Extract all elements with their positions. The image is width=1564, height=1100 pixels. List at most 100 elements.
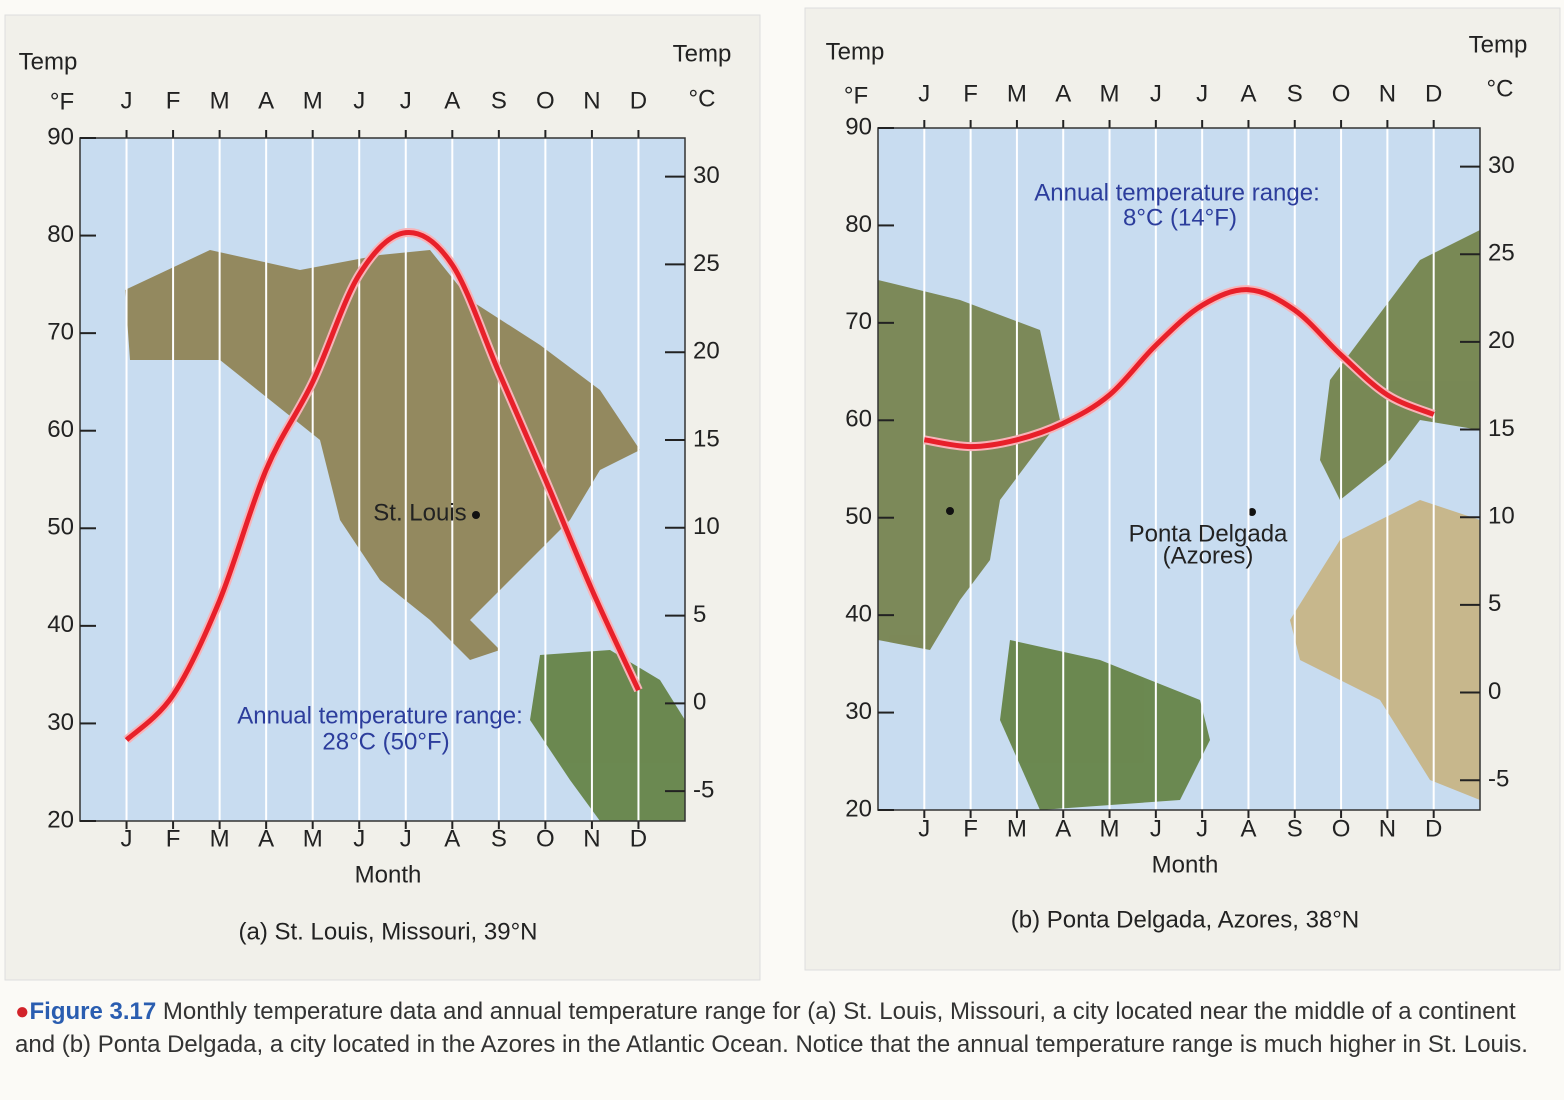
y-tick-label: 40 bbox=[47, 611, 74, 638]
y2-tick-label: 25 bbox=[693, 250, 720, 277]
map bbox=[125, 230, 1480, 821]
x-tick-label: S bbox=[491, 825, 507, 852]
place-label: (Azores) bbox=[1163, 542, 1254, 569]
x-tick-label: O bbox=[1332, 815, 1351, 842]
x-tick-label: S bbox=[491, 87, 507, 114]
y2-tick-label: 0 bbox=[1488, 678, 1501, 705]
y-axis-unit: °F bbox=[844, 82, 868, 109]
x-tick-label: J bbox=[400, 825, 412, 852]
line bbox=[124, 230, 641, 742]
figure: JJFFMMAAMMJJJJAASSOONNDD2030405060708090… bbox=[4, 7, 1561, 981]
x-tick-label: J bbox=[353, 87, 365, 114]
x-tick-label: M bbox=[1100, 815, 1120, 842]
x-tick-label: J bbox=[1196, 80, 1208, 107]
city-dot bbox=[472, 511, 480, 519]
x-tick-label: N bbox=[583, 825, 600, 852]
y-tick-label: 80 bbox=[845, 211, 872, 238]
figure-text: Monthly temperature data and annual temp… bbox=[15, 998, 1528, 1058]
x-tick-label: J bbox=[353, 825, 365, 852]
city-dot bbox=[1248, 508, 1256, 516]
x-tick-label: J bbox=[918, 815, 930, 842]
y2-axis-label: Temp bbox=[1469, 31, 1528, 58]
y2-tick-label: 20 bbox=[693, 338, 720, 365]
y-tick-label: 30 bbox=[47, 709, 74, 736]
line bbox=[923, 287, 1435, 450]
y-tick-label: 90 bbox=[47, 123, 74, 150]
x-tick-label: A bbox=[1240, 80, 1256, 107]
annotation: 8°C (14°F) bbox=[1123, 204, 1237, 231]
x-tick-label: J bbox=[400, 87, 412, 114]
plot-frame bbox=[877, 127, 1481, 811]
y2-tick-label: -5 bbox=[1488, 766, 1509, 793]
x-tick-label: A bbox=[258, 87, 274, 114]
y2-tick-label: 0 bbox=[693, 689, 706, 716]
chart-caption: (b) Ponta Delgada, Azores, 38°N bbox=[1011, 906, 1359, 933]
x-tick-label: O bbox=[536, 825, 555, 852]
x-tick-label: S bbox=[1287, 80, 1303, 107]
chart-caption: (a) St. Louis, Missouri, 39°N bbox=[238, 918, 537, 945]
y-tick-label: 70 bbox=[47, 318, 74, 345]
y2-tick-label: 5 bbox=[1488, 590, 1501, 617]
y-tick-label: 40 bbox=[845, 600, 872, 627]
y2-tick-label: 30 bbox=[1488, 152, 1515, 179]
y-tick-label: 50 bbox=[47, 514, 74, 541]
x-tick-label: M bbox=[210, 87, 230, 114]
plot-frame bbox=[79, 137, 686, 822]
y2-tick-label: 10 bbox=[693, 513, 720, 540]
y-tick-label: 20 bbox=[47, 806, 74, 833]
x-tick-label: A bbox=[1055, 815, 1071, 842]
y2-tick-label: 10 bbox=[1488, 503, 1515, 530]
y-tick-label: 80 bbox=[47, 221, 74, 248]
y-tick-label: 60 bbox=[845, 406, 872, 433]
y-tick-label: 20 bbox=[845, 795, 872, 822]
x-tick-label: N bbox=[1379, 815, 1396, 842]
x-tick-label: J bbox=[1150, 815, 1162, 842]
x-tick-label: F bbox=[166, 87, 181, 114]
y-axis-label: Temp bbox=[19, 48, 78, 75]
x-tick-label: F bbox=[963, 80, 978, 107]
y2-axis-label: Temp bbox=[673, 40, 732, 67]
land bbox=[1290, 500, 1480, 800]
x-tick-label: O bbox=[1332, 80, 1351, 107]
x-tick-label: M bbox=[210, 825, 230, 852]
land bbox=[125, 250, 640, 660]
x-tick-label: M bbox=[1007, 80, 1027, 107]
place-label: Ponta Delgada bbox=[1129, 520, 1288, 547]
x-tick-label: A bbox=[1240, 815, 1256, 842]
y2-tick-label: 15 bbox=[693, 425, 720, 452]
y-tick-label: 70 bbox=[845, 308, 872, 335]
land bbox=[1320, 230, 1480, 500]
land bbox=[530, 650, 685, 821]
y-tick-label: 60 bbox=[47, 416, 74, 443]
y2-axis-unit: °C bbox=[1487, 75, 1514, 102]
y2-tick-label: 15 bbox=[1488, 415, 1515, 442]
x-tick-label: M bbox=[1100, 80, 1120, 107]
x-tick-label: D bbox=[1425, 80, 1442, 107]
y2-axis-unit: °C bbox=[689, 85, 716, 112]
x-tick-label: F bbox=[963, 815, 978, 842]
x-tick-label: J bbox=[1196, 815, 1208, 842]
x-tick-label: D bbox=[1425, 815, 1442, 842]
x-tick-label: A bbox=[444, 825, 460, 852]
figure-caption: ●Figure 3.17 Monthly temperature data an… bbox=[15, 998, 1528, 1058]
x-tick-label: M bbox=[303, 825, 323, 852]
place-label: St. Louis bbox=[373, 499, 466, 526]
x-tick-label: S bbox=[1287, 815, 1303, 842]
x-tick-label: A bbox=[258, 825, 274, 852]
x-tick-label: D bbox=[630, 87, 647, 114]
annotation: 28°C (50°F) bbox=[322, 728, 449, 755]
x-axis-label: Month bbox=[355, 861, 422, 888]
city-dot bbox=[946, 507, 954, 515]
figure-label: Figure 3.17 bbox=[29, 998, 157, 1025]
x-tick-label: J bbox=[918, 80, 930, 107]
y2-tick-label: 25 bbox=[1488, 240, 1515, 267]
x-tick-label: M bbox=[303, 87, 323, 114]
x-axis-label: Month bbox=[1152, 851, 1219, 878]
land bbox=[1000, 640, 1210, 810]
annotation: Annual temperature range: bbox=[1034, 179, 1320, 206]
x-tick-label: D bbox=[630, 825, 647, 852]
x-tick-label: A bbox=[1055, 80, 1071, 107]
x-tick-label: J bbox=[121, 87, 133, 114]
y-axis-label: Temp bbox=[826, 38, 885, 65]
x-tick-label: N bbox=[1379, 80, 1396, 107]
